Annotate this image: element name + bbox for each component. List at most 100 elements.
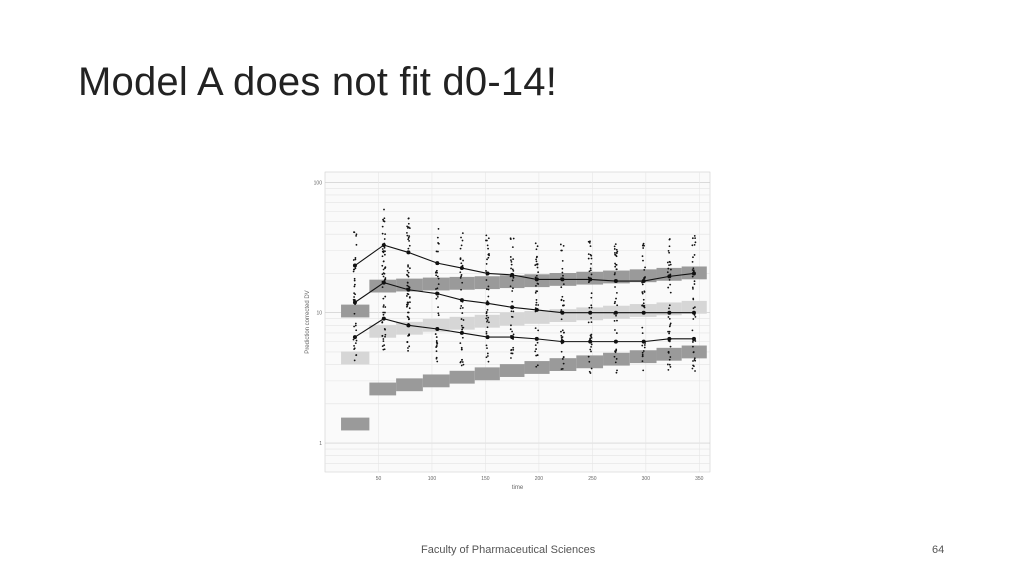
observed-point (407, 247, 410, 250)
observed-point (487, 247, 489, 250)
observed-point (460, 236, 462, 239)
observed-point (383, 344, 386, 347)
observed-point (462, 319, 465, 321)
observed-point (485, 317, 488, 320)
observed-point (353, 268, 356, 271)
observed-upper-marker (534, 277, 539, 282)
observed-point (669, 322, 672, 325)
observed-point (486, 308, 489, 311)
observed-point (669, 366, 672, 368)
observed-point (590, 335, 592, 338)
observed-point (462, 363, 465, 366)
prediction-interval-lower-band (422, 374, 450, 388)
observed-lower-marker (667, 336, 672, 341)
observed-point (460, 244, 463, 247)
x-tick-label: 350 (695, 476, 704, 482)
observed-point (512, 269, 515, 272)
observed-point (614, 361, 617, 364)
observed-point (693, 280, 696, 283)
observed-point (485, 344, 488, 347)
observed-point (667, 267, 670, 270)
observed-point (509, 285, 512, 288)
observed-point (382, 311, 385, 314)
prediction-interval-median-band (341, 351, 370, 365)
observed-point (354, 257, 357, 259)
observed-point (693, 357, 696, 360)
observed-point (535, 365, 538, 368)
observed-point (590, 316, 593, 319)
observed-point (691, 237, 694, 240)
observed-upper-marker (510, 272, 515, 277)
observed-point (382, 268, 385, 271)
observed-median-marker (641, 310, 646, 315)
observed-point (460, 288, 462, 291)
observed-point (641, 353, 644, 356)
observed-point (352, 259, 355, 261)
observed-lower-marker (459, 330, 464, 335)
prediction-interval-median-band (396, 321, 423, 335)
observed-point (511, 300, 514, 303)
observed-point (537, 329, 540, 332)
observed-point (435, 339, 438, 342)
observed-point (510, 267, 512, 270)
observed-point (590, 273, 593, 276)
x-tick-label: 200 (535, 476, 544, 482)
observed-point (668, 251, 671, 254)
observed-point (590, 343, 593, 346)
observed-point (353, 231, 356, 234)
observed-point (615, 371, 618, 374)
observed-point (510, 260, 513, 263)
observed-point (437, 250, 439, 253)
observed-point (642, 350, 645, 352)
observed-point (511, 246, 514, 249)
observed-point (382, 218, 384, 221)
observed-point (353, 359, 356, 362)
observed-point (487, 237, 490, 240)
prediction-interval-lower-band (656, 347, 682, 361)
observed-point (461, 281, 464, 284)
observed-point (406, 234, 409, 237)
x-tick-label: 250 (588, 476, 597, 482)
observed-point (383, 217, 386, 220)
observed-point (560, 336, 563, 339)
observed-point (669, 356, 672, 358)
observed-point (510, 357, 512, 359)
observed-point (382, 260, 385, 263)
observed-point (407, 347, 409, 349)
observed-point (409, 267, 411, 270)
observed-point (667, 330, 670, 333)
observed-point (615, 263, 617, 266)
prediction-interval-lower-band (549, 358, 577, 371)
observed-point (691, 286, 694, 289)
observed-point (352, 338, 355, 341)
x-tick-label: 50 (376, 476, 382, 482)
observed-point (694, 237, 696, 240)
observed-point (354, 293, 357, 296)
observed-point (588, 306, 591, 309)
observed-point (536, 354, 539, 356)
observed-point (535, 301, 538, 304)
observed-point (534, 291, 537, 294)
observed-point (487, 256, 490, 259)
prediction-interval-lower-band (474, 367, 500, 381)
observed-point (381, 264, 384, 267)
observed-point (693, 243, 696, 246)
observed-point (668, 304, 671, 307)
observed-point (535, 304, 537, 306)
observed-point (354, 283, 356, 286)
observed-point (668, 332, 670, 335)
observed-point (510, 259, 512, 262)
observed-point (692, 256, 694, 259)
observed-point (407, 271, 410, 274)
observed-point (534, 344, 537, 347)
observed-median-marker (510, 305, 515, 310)
observed-point (353, 277, 356, 280)
observed-point (666, 261, 669, 264)
observed-point (407, 236, 410, 239)
observed-point (461, 361, 464, 363)
observed-point (460, 262, 463, 265)
observed-point (460, 348, 463, 351)
observed-upper-marker (459, 266, 464, 271)
observed-point (616, 304, 619, 307)
